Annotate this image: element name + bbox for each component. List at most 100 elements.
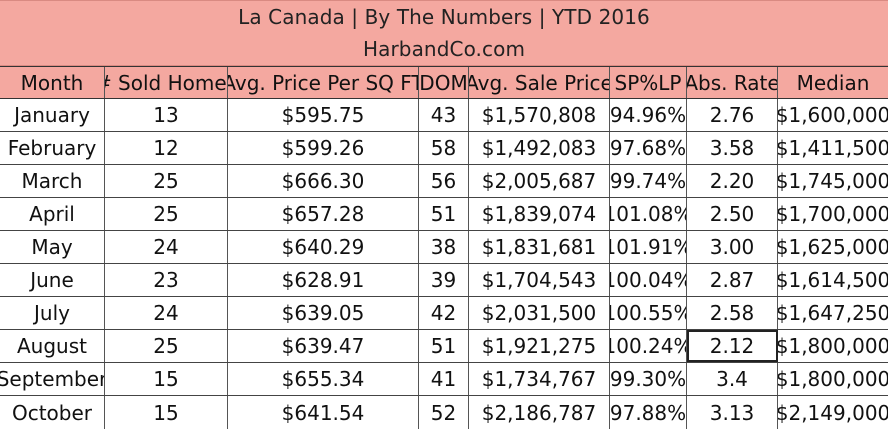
cell-sold-homes[interactable]: 24 [105, 297, 228, 329]
cell-dom[interactable]: 51 [419, 330, 469, 362]
cell-sold-homes[interactable]: 25 [105, 330, 228, 362]
cell-avg-sale-price[interactable]: $1,704,543 [469, 264, 610, 296]
cell-abs-rate[interactable]: 3.58 [687, 132, 778, 164]
cell-median[interactable]: $1,625,000 [778, 235, 888, 259]
cell-dom[interactable]: 38 [419, 231, 469, 263]
cell-abs-rate[interactable]: 3.00 [687, 231, 778, 263]
cell-avg-sale-price[interactable]: $1,839,074 [469, 198, 610, 230]
cell-price-per-sqft[interactable]: $599.26 [228, 132, 419, 164]
cell-median[interactable]: $1,411,500 [778, 136, 888, 160]
cell-month[interactable]: May [0, 231, 105, 263]
cell-abs-rate[interactable]: 2.58 [687, 297, 778, 329]
cell-abs-rate[interactable]: 3.4 [687, 363, 778, 395]
cell-month[interactable]: March [0, 165, 105, 197]
header-price-per-sqft[interactable]: Avg. Price Per SQ FT [228, 67, 419, 98]
cell-abs-rate[interactable]: 2.76 [687, 99, 778, 131]
cell-price-per-sqft[interactable]: $641.54 [228, 396, 419, 429]
sheet-subtitle[interactable]: HarbandCo.com [0, 33, 888, 66]
cell-month[interactable]: July [0, 297, 105, 329]
cell-month[interactable]: February [0, 132, 105, 164]
cell-avg-sale-price[interactable]: $1,831,681 [469, 231, 610, 263]
cell-sp-lp[interactable]: 94.96% [610, 99, 687, 131]
cell-dom[interactable]: 41 [419, 363, 469, 395]
cell-median[interactable]: $1,647,250 [778, 301, 888, 325]
cell-sp-lp[interactable]: 97.88% [610, 396, 687, 429]
header-month-text: Month [20, 70, 84, 95]
cell-sold-homes[interactable]: 23 [105, 264, 228, 296]
cell-month[interactable]: June [0, 264, 105, 296]
cell-price-per-sqft[interactable]: $639.05 [228, 297, 419, 329]
cell-abs-rate[interactable]: 2.50 [687, 198, 778, 230]
cell-sp-lp[interactable]: 100.24% [610, 330, 687, 362]
cell-month[interactable]: October [0, 396, 105, 429]
sheet-title[interactable]: La Canada | By The Numbers | YTD 2016 [0, 0, 888, 34]
cell-median[interactable]: $1,614,500 [778, 268, 888, 292]
cell-sold-homes[interactable]: 15 [105, 396, 228, 429]
cell-sp-lp[interactable]: 100.04% [610, 264, 687, 296]
cell-sold-homes[interactable]: 24 [105, 231, 228, 263]
table-row: June 23 $628.91 39 $1,704,543 100.04% 2.… [0, 264, 888, 297]
cell-abs-rate[interactable]: 2.20 [687, 165, 778, 197]
cell-median[interactable]: $1,800,000 [778, 367, 888, 391]
cell-avg-sale-price[interactable]: $2,031,500 [469, 297, 610, 329]
header-avg-sale-price-text: Avg. Sale Price [469, 70, 610, 95]
header-sp-lp-text: SP%LP [614, 70, 682, 95]
cell-month[interactable]: August [0, 330, 105, 362]
cell-month[interactable]: September [0, 363, 105, 395]
cell-sp-lp[interactable]: 101.91% [610, 231, 687, 263]
cell-sp-lp[interactable]: 100.55% [610, 297, 687, 329]
table-row: August 25 $639.47 51 $1,921,275 100.24% … [0, 330, 888, 363]
cell-avg-sale-price[interactable]: $1,734,767 [469, 363, 610, 395]
cell-dom[interactable]: 39 [419, 264, 469, 296]
cell-dom[interactable]: 58 [419, 132, 469, 164]
header-median[interactable]: Median [778, 67, 888, 98]
cell-abs-rate[interactable]: 2.87 [687, 264, 778, 296]
cell-abs-rate-selected[interactable]: 2.12 [687, 330, 778, 362]
cell-month[interactable]: January [0, 99, 105, 131]
cell-price-per-sqft[interactable]: $639.47 [228, 330, 419, 362]
cell-dom[interactable]: 56 [419, 165, 469, 197]
cell-avg-sale-price[interactable]: $1,921,275 [469, 330, 610, 362]
cell-median[interactable]: $1,800,000 [778, 334, 888, 358]
table-row: May 24 $640.29 38 $1,831,681 101.91% 3.0… [0, 231, 888, 264]
cell-price-per-sqft[interactable]: $655.34 [228, 363, 419, 395]
cell-price-per-sqft[interactable]: $595.75 [228, 99, 419, 131]
header-dom-text: DOM [419, 70, 468, 95]
cell-median[interactable]: $1,600,000 [778, 103, 888, 127]
header-sold-homes[interactable]: # Sold Homes [105, 67, 228, 98]
cell-sp-lp[interactable]: 97.68% [610, 132, 687, 164]
cell-avg-sale-price[interactable]: $1,570,808 [469, 99, 610, 131]
header-dom[interactable]: DOM [419, 67, 469, 98]
cell-sp-lp[interactable]: 99.74% [610, 165, 687, 197]
cell-avg-sale-price[interactable]: $2,005,687 [469, 165, 610, 197]
cell-avg-sale-price[interactable]: $1,492,083 [469, 132, 610, 164]
cell-dom[interactable]: 51 [419, 198, 469, 230]
cell-dom[interactable]: 52 [419, 396, 469, 429]
cell-month[interactable]: April [0, 198, 105, 230]
cell-price-per-sqft[interactable]: $640.29 [228, 231, 419, 263]
cell-sold-homes[interactable]: 25 [105, 198, 228, 230]
cell-price-per-sqft[interactable]: $628.91 [228, 264, 419, 296]
cell-abs-rate[interactable]: 3.13 [687, 396, 778, 429]
cell-price-per-sqft[interactable]: $666.30 [228, 165, 419, 197]
cell-dom[interactable]: 43 [419, 99, 469, 131]
cell-sold-homes[interactable]: 13 [105, 99, 228, 131]
cell-sold-homes[interactable]: 12 [105, 132, 228, 164]
header-price-per-sqft-text: Avg. Price Per SQ FT [228, 70, 419, 95]
header-month[interactable]: Month [0, 67, 105, 98]
sheet-title-text: La Canada | By The Numbers | YTD 2016 [238, 5, 650, 29]
sheet-subtitle-text: HarbandCo.com [362, 37, 526, 61]
cell-sold-homes[interactable]: 25 [105, 165, 228, 197]
cell-sp-lp[interactable]: 101.08% [610, 198, 687, 230]
cell-sold-homes[interactable]: 15 [105, 363, 228, 395]
header-abs-rate[interactable]: Abs. Rate [687, 67, 778, 98]
cell-dom[interactable]: 42 [419, 297, 469, 329]
header-sp-lp[interactable]: SP%LP [610, 67, 687, 98]
cell-median[interactable]: $2,149,000 [778, 400, 888, 425]
cell-price-per-sqft[interactable]: $657.28 [228, 198, 419, 230]
header-avg-sale-price[interactable]: Avg. Sale Price [469, 67, 610, 98]
cell-median[interactable]: $1,745,000 [778, 169, 888, 193]
cell-sp-lp[interactable]: 99.30% [610, 363, 687, 395]
cell-median[interactable]: $1,700,000 [778, 202, 888, 226]
cell-avg-sale-price[interactable]: $2,186,787 [469, 396, 610, 429]
